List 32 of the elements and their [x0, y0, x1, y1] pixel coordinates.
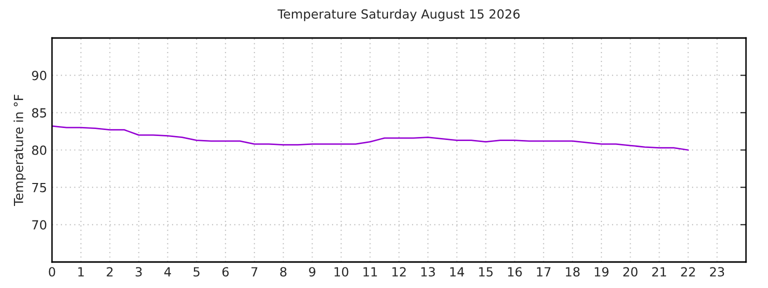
x-tick-label: 23	[710, 267, 724, 277]
x-tick-label: 3	[136, 267, 142, 277]
y-tick-label: 90	[32, 70, 46, 80]
x-tick-label: 21	[652, 267, 666, 276]
x-tick-label: 0	[48, 267, 56, 277]
x-tick-label: 18	[566, 267, 580, 277]
x-tick-label: 1	[78, 267, 84, 276]
y-tick-label: 70	[32, 220, 46, 230]
x-tick-label: 2	[106, 267, 113, 276]
x-tick-label: 4	[164, 267, 171, 276]
x-tick-label: 14	[450, 267, 464, 276]
x-tick-label: 8	[280, 267, 286, 277]
y-axis-title: Temperature in °F	[14, 94, 26, 206]
x-tick-label: 10	[334, 267, 348, 277]
x-tick-label: 9	[309, 267, 316, 277]
x-tick-label: 17	[537, 267, 550, 276]
x-tick-label: 16	[508, 267, 522, 277]
chart-title: Temperature Saturday August 15 2026	[278, 9, 520, 22]
x-tick-label: 22	[681, 267, 695, 276]
x-tick-label: 12	[392, 267, 406, 276]
line-series	[52, 125, 689, 151]
x-tick-label: 11	[364, 267, 377, 276]
x-tick-label: 15	[479, 267, 493, 277]
x-tick-label: 7	[251, 267, 258, 276]
x-tick-label: 6	[222, 267, 229, 277]
x-tick-label: 19	[594, 267, 608, 277]
y-tick-label: 85	[32, 108, 46, 118]
x-tick-label: 13	[421, 267, 435, 277]
x-tick-label: 5	[194, 267, 200, 277]
x-tick-label: 20	[623, 267, 638, 277]
y-tick-label: 75	[32, 182, 46, 192]
y-tick-label: 80	[32, 145, 46, 155]
